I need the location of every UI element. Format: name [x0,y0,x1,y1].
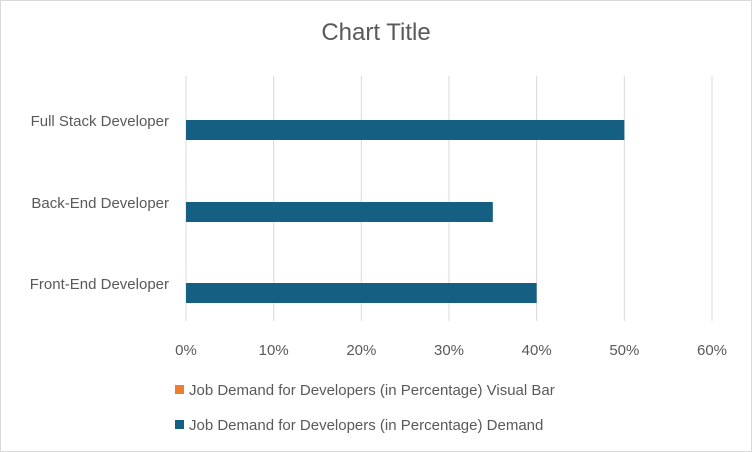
legend-swatch [175,420,184,429]
legend-label: Job Demand for Developers (in Percentage… [189,382,555,399]
legend-swatch [175,385,184,394]
category-label: Back-End Developer [31,195,169,212]
x-tick-label: 30% [434,342,464,359]
x-tick-label: 50% [609,342,639,359]
x-tick-label: 20% [346,342,376,359]
bar [186,202,493,222]
category-label: Full Stack Developer [31,113,169,130]
chart-title: Chart Title [321,19,431,46]
x-tick-label: 40% [522,342,552,359]
bar [186,120,625,140]
x-tick-label: 60% [697,342,727,359]
x-tick-label: 0% [175,342,197,359]
bar [186,283,537,303]
category-label: Front-End Developer [30,276,169,293]
x-tick-label: 10% [259,342,289,359]
legend-label: Job Demand for Developers (in Percentage… [189,417,543,434]
